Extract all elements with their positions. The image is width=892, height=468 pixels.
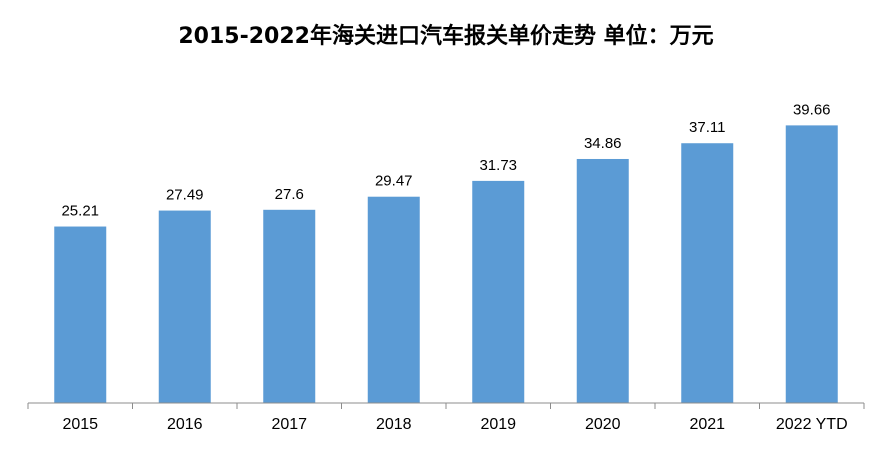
bar-2017 bbox=[263, 209, 316, 403]
chart-title: 2015-2022年海关进口汽车报关单价走势 单位：万元 bbox=[178, 24, 714, 49]
data-label-2020: 34.86 bbox=[584, 135, 622, 152]
bar-2019 bbox=[472, 180, 525, 403]
data-label-2019: 31.73 bbox=[479, 157, 517, 174]
bar-2021 bbox=[681, 143, 734, 404]
data-label-2018: 29.47 bbox=[375, 173, 413, 190]
x-tick-label-2021: 2021 bbox=[689, 416, 725, 433]
x-tick-label-2015: 2015 bbox=[62, 416, 98, 433]
bar-2018 bbox=[367, 196, 420, 403]
x-tick-label-2017: 2017 bbox=[271, 416, 307, 433]
data-label-2017: 27.6 bbox=[275, 186, 304, 203]
data-label-2016: 27.49 bbox=[166, 187, 204, 204]
bar-2016 bbox=[158, 210, 211, 403]
data-label-2021: 37.11 bbox=[689, 119, 725, 136]
x-tick-label-2016: 2016 bbox=[167, 416, 203, 433]
x-tick-label-2019: 2019 bbox=[480, 416, 516, 433]
x-tick-label-2022-ytd: 2022 YTD bbox=[776, 416, 848, 433]
bar-2015 bbox=[54, 226, 107, 403]
bar-2022-ytd bbox=[785, 125, 838, 403]
x-tick-label-2018: 2018 bbox=[376, 416, 412, 433]
x-tick-label-2020: 2020 bbox=[585, 416, 621, 433]
bar-2020 bbox=[576, 158, 629, 403]
data-label-2022-ytd: 39.66 bbox=[793, 101, 831, 118]
data-label-2015: 25.21 bbox=[61, 203, 99, 220]
